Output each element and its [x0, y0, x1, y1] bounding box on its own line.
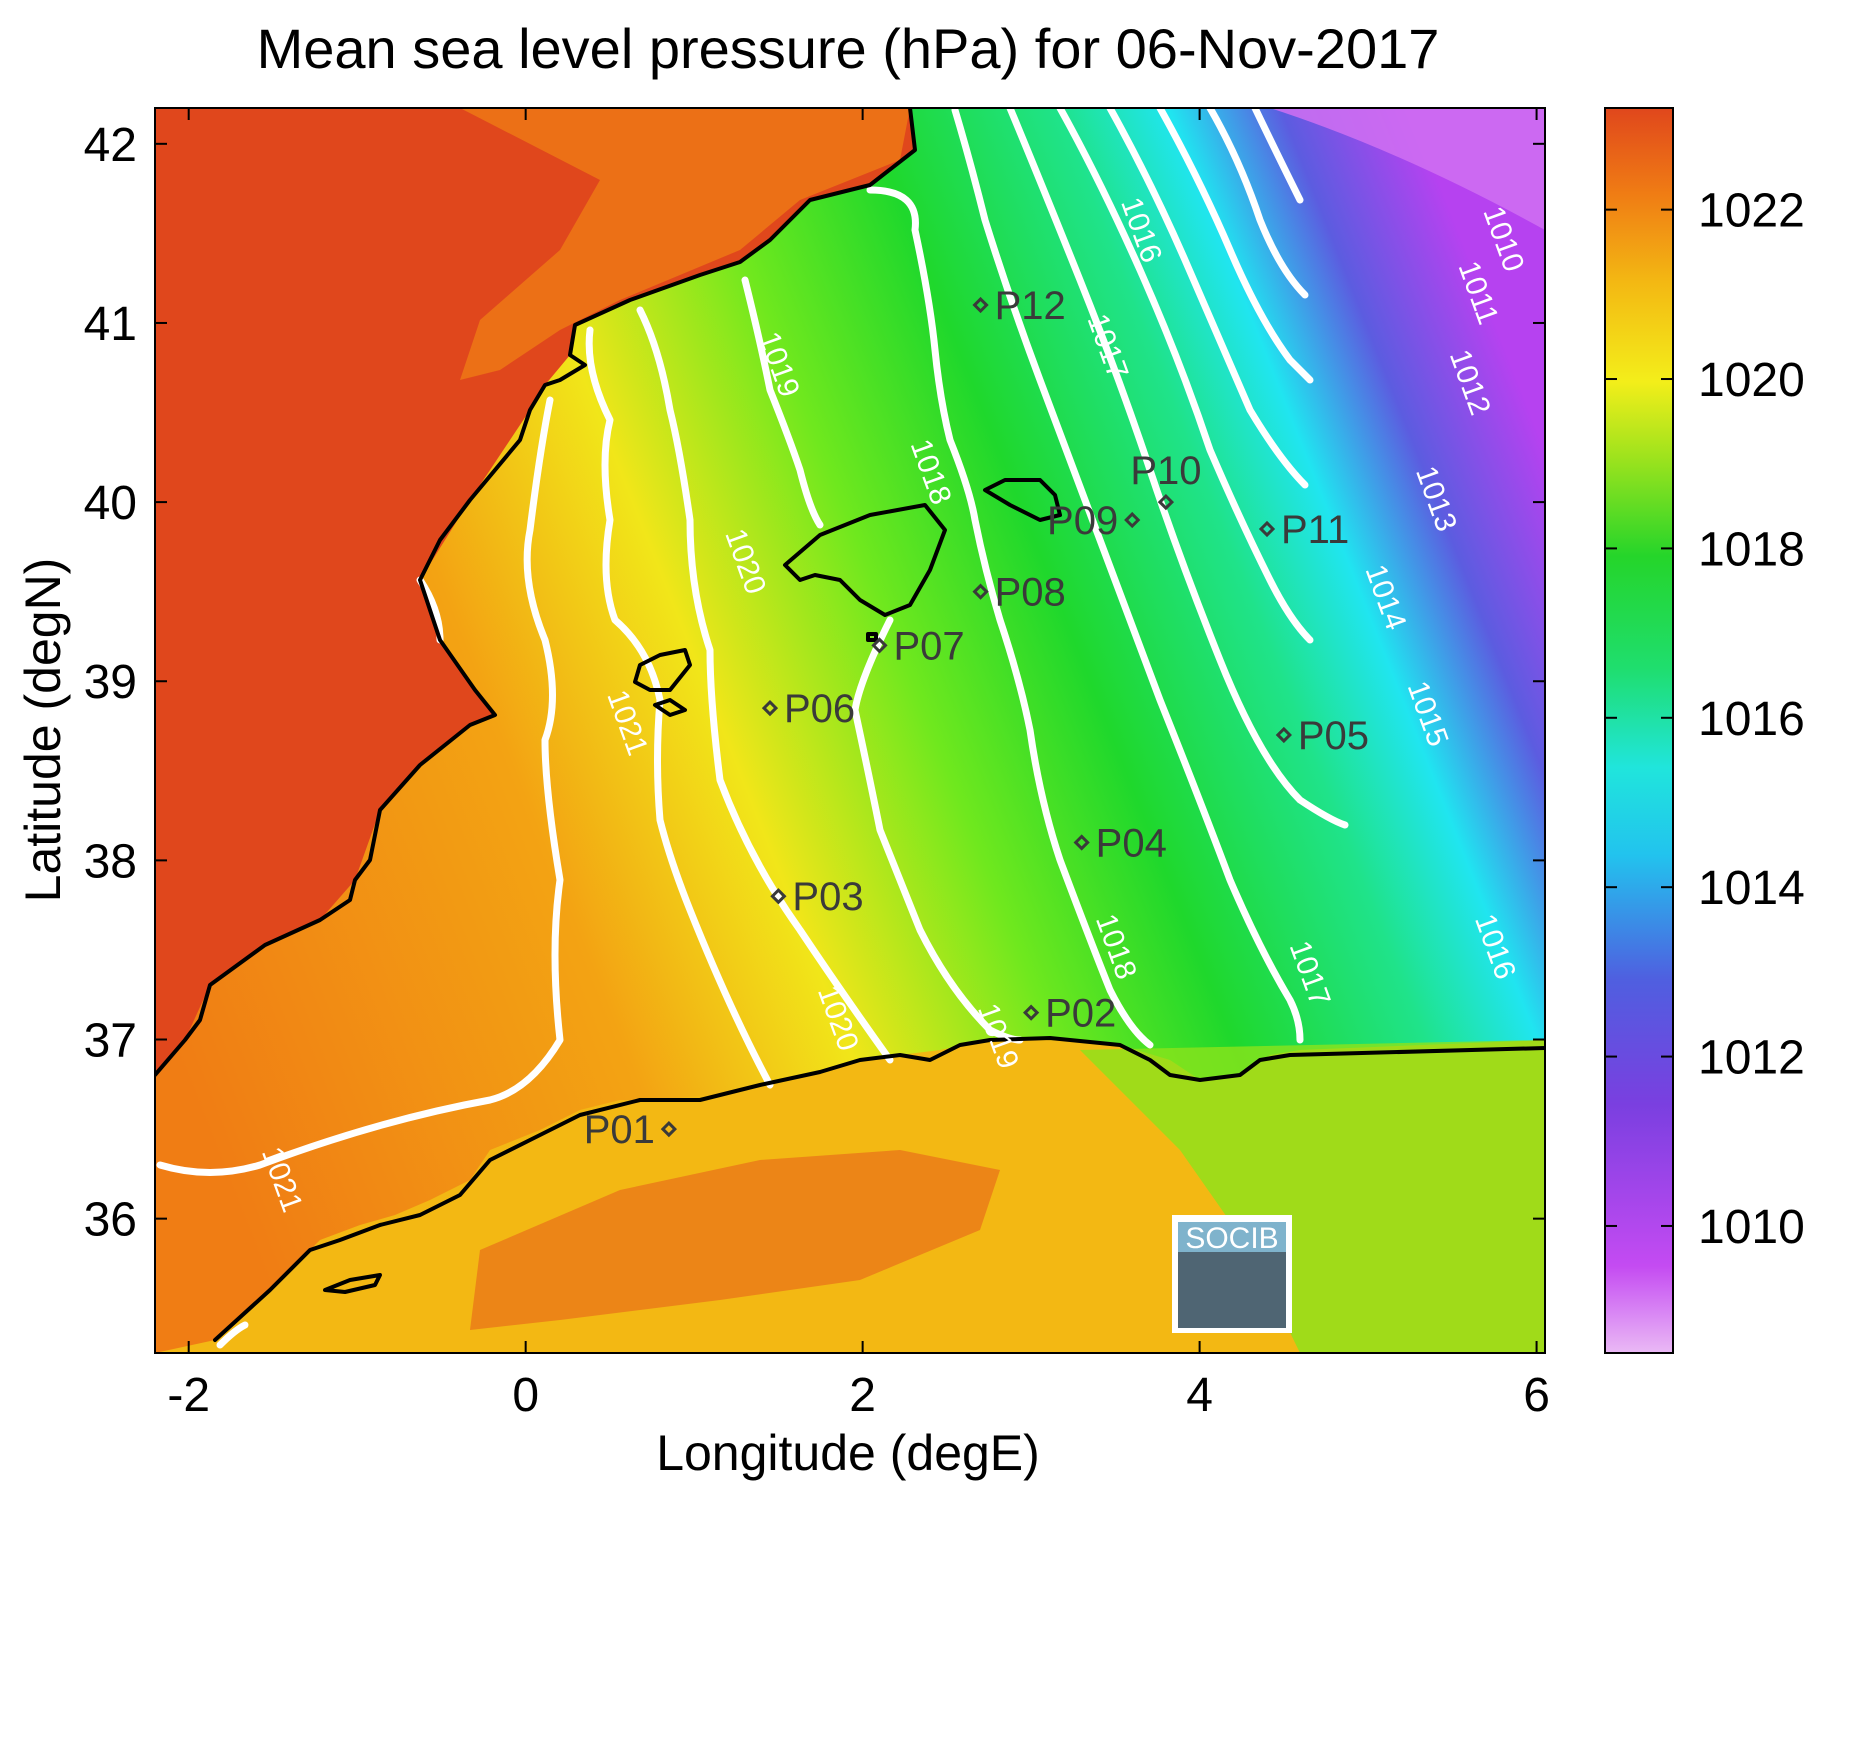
- x-axis-label: Longitude (degE): [656, 1425, 1040, 1481]
- station-marker[interactable]: [1124, 511, 1141, 529]
- station-marker[interactable]: [972, 583, 989, 600]
- station-marker[interactable]: [1258, 520, 1276, 538]
- north-africa-relief: [470, 1150, 1000, 1330]
- colorbar-ticks: 1010 1012 1014 1016 1018 1020 1022: [1605, 185, 1805, 1254]
- station-label: P05: [1298, 714, 1369, 758]
- station-label: P01: [584, 1108, 655, 1152]
- africa-coastline: [213, 1036, 1545, 1342]
- y-tick-label: 41: [84, 298, 137, 351]
- contour-1019: [636, 306, 894, 1064]
- x-tick-label: -2: [167, 1369, 210, 1422]
- station-label: P08: [995, 571, 1066, 615]
- x-tick-label: 6: [1523, 1369, 1550, 1422]
- colorbar-tick-label: 1016: [1698, 693, 1805, 746]
- iberia-coastline: [155, 108, 917, 1077]
- cabrera-island: [866, 632, 878, 642]
- station-label: P10: [1130, 449, 1201, 493]
- contour-1021-south: [216, 1321, 249, 1349]
- low-pressure-core: [1270, 108, 1545, 230]
- colorbar-tick-label: 1020: [1698, 354, 1805, 407]
- contour-1011: [1206, 108, 1309, 299]
- station-marker[interactable]: [972, 296, 989, 314]
- contour-1018-north: [741, 276, 824, 529]
- x-axis-ticks: -2 0 2 4 6: [167, 108, 1550, 1422]
- station-marker[interactable]: [660, 1120, 678, 1138]
- y-tick-label: 37: [84, 1015, 137, 1068]
- contour-1021: [156, 396, 564, 1176]
- station-markers: P01 P02 P03 P04 P05 P06 P07 P08 P09 P10 P11 P12: [584, 284, 1369, 1152]
- socib-logo: SOCIB: [1172, 1215, 1292, 1333]
- contour-1017: [866, 186, 1154, 1049]
- y-tick-label: 38: [84, 835, 137, 888]
- x-tick-label: 4: [1186, 1369, 1213, 1422]
- station-label: P11: [1281, 508, 1349, 552]
- station-marker[interactable]: [761, 699, 779, 717]
- station-marker[interactable]: [1157, 493, 1175, 511]
- contour-1014: [1056, 108, 1314, 644]
- station-marker[interactable]: [1022, 1004, 1040, 1021]
- station-label: P02: [1045, 992, 1116, 1036]
- north-africa-east: [1080, 1040, 1545, 1353]
- x-tick-label: 0: [512, 1369, 539, 1422]
- colorbar-tick-label: 1010: [1698, 1201, 1805, 1254]
- pressure-contours: [156, 108, 1349, 1349]
- colorbar-tick-label: 1022: [1698, 185, 1805, 238]
- formentera-coastline: [653, 698, 687, 717]
- contour-1013: [1106, 108, 1309, 489]
- contour-1015: [1006, 108, 1349, 829]
- alboran-island: [323, 1273, 382, 1294]
- contour-1010: [1251, 108, 1304, 204]
- station-marker[interactable]: [770, 888, 787, 905]
- station-label: P04: [1096, 821, 1167, 865]
- contour-1012: [1156, 108, 1314, 384]
- y-tick-label: 36: [84, 1194, 137, 1247]
- map-plot-area: SOCIB 1021102110201020101910191018101810…: [155, 108, 1545, 1353]
- plot-frame: [154, 107, 1546, 1354]
- colorbar-tick-label: 1014: [1698, 862, 1805, 915]
- coastlines: [155, 108, 1545, 1342]
- colorbar-gradient: [1604, 107, 1674, 1354]
- iberia-land-highlands: [460, 108, 910, 380]
- iberia-land: [155, 108, 915, 1075]
- ibiza-coastline: [633, 648, 692, 692]
- colorbar-tick-label: 1018: [1698, 523, 1805, 576]
- x-tick-label: 2: [849, 1369, 876, 1422]
- station-label: P09: [1047, 499, 1118, 543]
- y-axis-label: Latitude (degN): [15, 558, 71, 903]
- contour-1018-south: [851, 616, 1024, 1044]
- station-label: P06: [784, 687, 855, 731]
- colorbar: 1010 1012 1014 1016 1018 1020 1022: [1604, 107, 1805, 1354]
- station-label: P03: [792, 875, 863, 919]
- station-label: P07: [893, 624, 964, 668]
- y-tick-label: 40: [84, 477, 137, 530]
- y-tick-label: 42: [84, 119, 137, 172]
- station-marker[interactable]: [871, 637, 888, 654]
- chart-title: Mean sea level pressure (hPa) for 06-Nov…: [257, 17, 1440, 80]
- station-label: P12: [995, 284, 1066, 328]
- socib-logo-text: SOCIB: [1185, 1222, 1278, 1255]
- y-axis-ticks: 36 37 38 39 40 41 42: [84, 119, 1545, 1247]
- contour-1016: [951, 108, 1304, 1044]
- menorca-coastline: [983, 478, 1062, 522]
- y-tick-label: 39: [84, 656, 137, 709]
- colorbar-tick-label: 1012: [1698, 1032, 1805, 1085]
- station-marker[interactable]: [1073, 834, 1090, 851]
- contour-1020: [585, 326, 774, 1089]
- station-marker[interactable]: [1275, 726, 1292, 744]
- mallorca-coastline: [783, 503, 947, 617]
